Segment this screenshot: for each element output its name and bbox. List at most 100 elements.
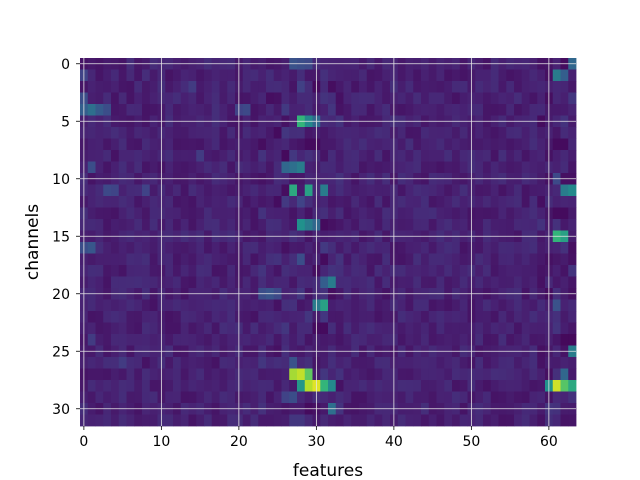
heatmap-cell [273, 138, 282, 151]
heatmap-cell [552, 69, 561, 82]
heatmap-cell [118, 242, 127, 254]
heatmap-cell [560, 138, 569, 151]
heatmap-cell [483, 276, 492, 289]
heatmap-cell [173, 322, 182, 335]
heatmap-cell [397, 391, 406, 404]
heatmap-cell [281, 196, 290, 208]
heatmap-cell [196, 104, 205, 116]
heatmap-cell [568, 150, 577, 162]
heatmap-cell [180, 138, 189, 151]
heatmap-cell [103, 242, 112, 254]
heatmap-cell [95, 414, 104, 427]
heatmap-cell [289, 219, 298, 231]
heatmap-cell [111, 104, 120, 116]
heatmap-cell [413, 81, 422, 93]
heatmap-cell [560, 368, 569, 381]
heatmap-cell [397, 242, 406, 254]
heatmap-cell [227, 368, 236, 381]
heatmap-cell [537, 92, 546, 105]
heatmap-cell [165, 357, 174, 369]
heatmap-cell [529, 391, 538, 404]
heatmap-cell [165, 196, 174, 208]
heatmap-cell [173, 299, 182, 312]
heatmap-cell [436, 69, 445, 82]
heatmap-cell [165, 242, 174, 254]
heatmap-cell [289, 150, 298, 162]
heatmap-cell [382, 138, 391, 151]
heatmap-cell [537, 184, 546, 197]
heatmap-cell [211, 219, 220, 231]
heatmap-cell [126, 265, 135, 277]
heatmap-cell [335, 92, 344, 105]
heatmap-cell [281, 92, 290, 105]
heatmap-cell [506, 334, 515, 346]
heatmap-cell [149, 161, 158, 174]
heatmap-cell [506, 253, 515, 266]
heatmap-cell [521, 150, 530, 162]
heatmap-cell [428, 138, 437, 151]
heatmap-cell [359, 242, 368, 254]
heatmap-cell [560, 150, 569, 162]
heatmap-cell [366, 207, 375, 220]
heatmap-cell [188, 92, 197, 105]
heatmap-cell [273, 253, 282, 266]
heatmap-cell [134, 219, 143, 231]
heatmap-cell [320, 92, 329, 105]
heatmap-cell [374, 184, 383, 197]
heatmap-cell [405, 380, 414, 392]
heatmap-cell [149, 322, 158, 335]
heatmap-cell [529, 161, 538, 174]
heatmap-cell [351, 322, 360, 335]
heatmap-cell [134, 414, 143, 427]
heatmap-cell [142, 69, 151, 82]
heatmap-cell [196, 81, 205, 93]
heatmap-cell [180, 414, 189, 427]
heatmap-cell [250, 311, 259, 323]
heatmap-cell [173, 138, 182, 151]
heatmap-cell [297, 311, 306, 323]
heatmap-cell [560, 299, 569, 312]
heatmap-cell [514, 414, 523, 427]
heatmap-cell [173, 69, 182, 82]
heatmap-cell [118, 414, 127, 427]
heatmap-cell [343, 92, 352, 105]
heatmap-cell [514, 161, 523, 174]
heatmap-cell [180, 127, 189, 139]
heatmap-cell [359, 161, 368, 174]
heatmap-cell [444, 104, 453, 116]
heatmap-cell [475, 391, 484, 404]
heatmap-cell [413, 219, 422, 231]
heatmap-cell [490, 357, 499, 369]
heatmap-cell [118, 104, 127, 116]
heatmap-cell [483, 150, 492, 162]
heatmap-cell [281, 414, 290, 427]
heatmap-cell [444, 127, 453, 139]
heatmap-cell [258, 357, 267, 369]
heatmap-cell [459, 368, 468, 381]
heatmap-cell [506, 322, 515, 335]
heatmap-cell [552, 242, 561, 254]
heatmap-cell [382, 127, 391, 139]
heatmap-cell [459, 265, 468, 277]
heatmap-cell [452, 196, 461, 208]
heatmap-cell [134, 92, 143, 105]
heatmap-cell [173, 161, 182, 174]
heatmap-cell [475, 311, 484, 323]
heatmap-cell [173, 219, 182, 231]
heatmap-cell [514, 299, 523, 312]
heatmap-cell [173, 391, 182, 404]
heatmap-cell [483, 92, 492, 105]
heatmap-cell [142, 357, 151, 369]
heatmap-cell [374, 276, 383, 289]
heatmap-cell [405, 104, 414, 116]
heatmap-cell [421, 391, 430, 404]
heatmap-cell [459, 69, 468, 82]
heatmap-cell [87, 357, 96, 369]
heatmap-cell [211, 357, 220, 369]
heatmap-cell [219, 81, 228, 93]
heatmap-cell [204, 184, 213, 197]
heatmap-cell [428, 69, 437, 82]
heatmap-cell [242, 161, 251, 174]
heatmap-cell [328, 81, 337, 93]
heatmap-cell [180, 184, 189, 197]
